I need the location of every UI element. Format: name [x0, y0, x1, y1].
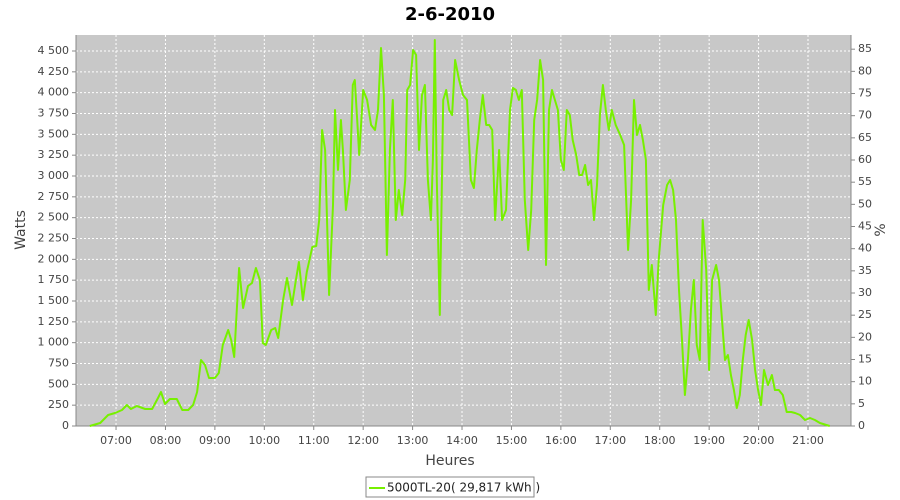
y2-tick-label: 55 — [858, 175, 872, 188]
y2-tick-label: 20 — [858, 330, 872, 343]
y-tick-label: 3 500 — [38, 127, 70, 140]
y-tick-label: 4 500 — [38, 44, 70, 57]
x-axis-label: Heures — [425, 453, 474, 469]
x-tick-label: 15:00 — [496, 434, 528, 447]
y2-tick-label: 35 — [858, 264, 872, 277]
x-tick-label: 18:00 — [644, 434, 676, 447]
y2-tick-label: 0 — [858, 419, 865, 432]
y2-axis-label: % — [873, 223, 889, 236]
x-tick-label: 07:00 — [100, 434, 132, 447]
y2-tick-label: 40 — [858, 242, 872, 255]
x-tick-label: 21:00 — [792, 434, 824, 447]
x-tick-label: 20:00 — [743, 434, 775, 447]
y-tick-label: 2 500 — [38, 211, 70, 224]
x-tick-label: 13:00 — [397, 434, 429, 447]
y2-tick-label: 85 — [858, 42, 872, 55]
y-tick-label: 750 — [48, 357, 69, 370]
y-tick-label: 1 000 — [38, 336, 70, 349]
y-tick-label: 250 — [48, 398, 69, 411]
data-line — [89, 39, 830, 427]
y-tick-label: 3 000 — [38, 169, 70, 182]
y2-tick-label: 30 — [858, 286, 872, 299]
y-tick-label: 2 250 — [38, 232, 70, 245]
x-tick-label: 17:00 — [594, 434, 626, 447]
y2-tick-label: 50 — [858, 197, 872, 210]
y-axis-label: Watts — [13, 210, 29, 250]
x-tick-label: 19:00 — [693, 434, 725, 447]
y2-tick-label: 80 — [858, 64, 872, 77]
y2-tick-label: 65 — [858, 131, 872, 144]
x-tick-label: 10:00 — [248, 434, 280, 447]
chart-title: 2-6-2010 — [405, 4, 495, 25]
x-tick-label: 14:00 — [446, 434, 478, 447]
y-tick-label: 3 250 — [38, 148, 70, 161]
y2-tick-label: 70 — [858, 109, 872, 122]
y2-tick-label: 25 — [858, 308, 872, 321]
y-tick-label: 2 750 — [38, 190, 70, 203]
y2-tick-label: 15 — [858, 353, 872, 366]
y-tick-label: 1 250 — [38, 315, 70, 328]
y-tick-label: 2 000 — [38, 252, 70, 265]
y-tick-label: 3 750 — [38, 107, 70, 120]
x-tick-label: 16:00 — [545, 434, 577, 447]
y2-tick-label: 60 — [858, 153, 872, 166]
y-tick-label: 4 000 — [38, 86, 70, 99]
y-tick-label: 4 250 — [38, 65, 70, 78]
y-tick-label: 500 — [48, 377, 69, 390]
y-tick-label: 0 — [62, 419, 69, 432]
y2-tick-label: 5 — [858, 397, 865, 410]
x-tick-label: 12:00 — [347, 434, 379, 447]
y2-tick-label: 10 — [858, 375, 872, 388]
y-tick-label: 1 750 — [38, 273, 70, 286]
legend — [365, 476, 535, 498]
legend-label: 5000TL-20( 29,817 kWh ) — [387, 481, 540, 495]
x-tick-label: 08:00 — [150, 434, 182, 447]
x-tick-label: 11:00 — [298, 434, 330, 447]
y-tick-label: 1 500 — [38, 294, 70, 307]
plot-area — [76, 35, 851, 426]
y2-tick-label: 45 — [858, 220, 872, 233]
y2-tick-label: 75 — [858, 87, 872, 100]
x-tick-label: 09:00 — [199, 434, 231, 447]
